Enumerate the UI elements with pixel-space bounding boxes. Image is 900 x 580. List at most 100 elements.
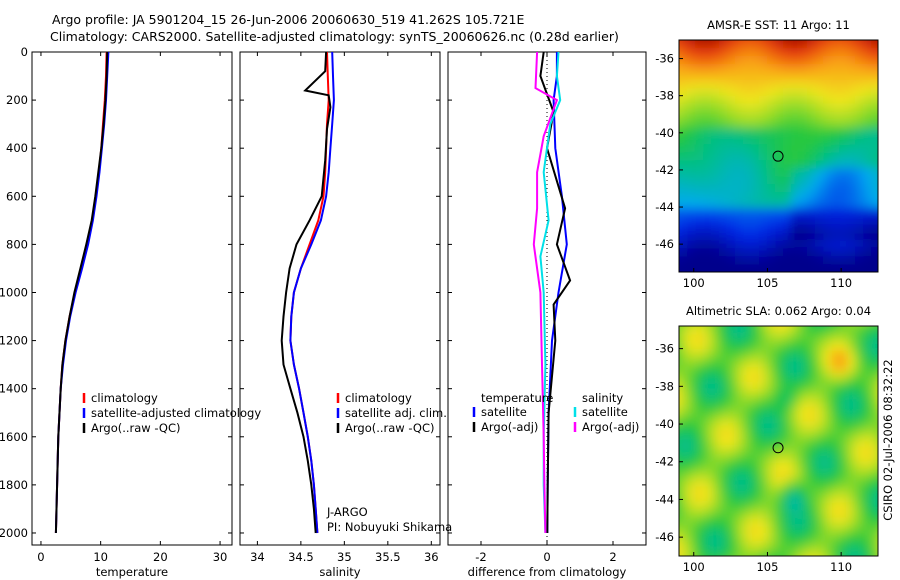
map-cell xyxy=(831,184,840,193)
map-cell xyxy=(815,88,824,97)
map-cell xyxy=(735,120,744,129)
map-cell xyxy=(791,88,800,97)
map-cell xyxy=(711,80,720,89)
map-cell xyxy=(743,216,752,225)
map-cell xyxy=(855,470,864,479)
map-y-tick-label: -42 xyxy=(655,163,674,177)
map-cell xyxy=(783,542,792,551)
map-cell xyxy=(695,494,704,503)
map-cell xyxy=(783,136,792,145)
map-cell xyxy=(767,176,776,185)
map-cell xyxy=(711,128,720,137)
map-cell xyxy=(815,406,824,415)
map-cell xyxy=(855,208,864,217)
map-cell xyxy=(695,550,704,556)
map-cell xyxy=(855,224,864,233)
map-cell xyxy=(711,390,720,399)
map-cell xyxy=(751,168,760,177)
map-cell xyxy=(815,256,824,265)
map-cell xyxy=(695,232,704,241)
map-cell xyxy=(687,534,696,543)
map-cell xyxy=(799,494,808,503)
map-cell xyxy=(751,526,760,535)
map-cell xyxy=(863,502,872,511)
map-cell xyxy=(815,454,824,463)
map-cell xyxy=(767,526,776,535)
map-cell xyxy=(687,184,696,193)
map-cell xyxy=(759,72,768,81)
map-cell xyxy=(839,526,848,535)
map-cell xyxy=(703,550,712,556)
map-cell xyxy=(863,80,872,89)
map-cell xyxy=(727,550,736,556)
map-cell xyxy=(775,192,784,201)
map-cell xyxy=(711,526,720,535)
map-cell xyxy=(687,24,696,33)
x-tick-label: 35 xyxy=(337,550,352,564)
map-cell xyxy=(711,398,720,407)
map-cell xyxy=(767,88,776,97)
map-cell xyxy=(871,542,878,551)
legend-header-salinity: salinity xyxy=(582,391,623,405)
map-cell xyxy=(735,350,744,359)
map-cell xyxy=(679,248,688,257)
map-cell xyxy=(799,334,808,343)
map-cell xyxy=(871,446,878,455)
map-y-tick-label: -36 xyxy=(655,342,674,356)
map-cell xyxy=(703,176,712,185)
map-cell xyxy=(863,144,872,153)
map-cell xyxy=(767,390,776,399)
map-cell xyxy=(879,526,888,535)
series-group xyxy=(532,52,572,534)
map-cell xyxy=(727,390,736,399)
map-cell xyxy=(783,112,792,121)
map-cell xyxy=(687,192,696,201)
map-cell xyxy=(823,438,832,447)
map-cell xyxy=(687,104,696,113)
y-tick-label: 1600 xyxy=(0,430,28,444)
map-cell xyxy=(735,486,744,495)
map-cell xyxy=(711,192,720,201)
map-cell xyxy=(815,40,824,49)
map-cell xyxy=(775,462,784,471)
map-cell xyxy=(743,470,752,479)
map-cell xyxy=(703,216,712,225)
map-cell xyxy=(799,326,808,335)
map-cell xyxy=(783,430,792,439)
map-cell xyxy=(759,486,768,495)
map-cell xyxy=(799,264,808,272)
map-cell xyxy=(767,72,776,81)
map-cell xyxy=(887,566,896,575)
map-cell xyxy=(839,40,848,49)
map-cell xyxy=(823,64,832,73)
map-cell xyxy=(839,240,848,249)
map-cell xyxy=(839,366,848,375)
map-cell xyxy=(743,342,752,351)
map-cell xyxy=(703,112,712,121)
map-cell xyxy=(823,104,832,113)
map-cell xyxy=(799,184,808,193)
map-cell xyxy=(839,248,848,257)
map-cell xyxy=(831,160,840,169)
map-cell xyxy=(695,192,704,201)
map-cell xyxy=(663,318,672,327)
map-cell xyxy=(791,152,800,161)
map-cell xyxy=(807,558,816,567)
map-cell xyxy=(687,414,696,423)
map-cell xyxy=(799,342,808,351)
map-cell xyxy=(783,478,792,487)
map-cell xyxy=(879,72,888,81)
map-cell xyxy=(871,558,880,567)
map-cell xyxy=(735,406,744,415)
map-cell xyxy=(679,240,688,249)
map-cell xyxy=(879,550,888,559)
map-cell xyxy=(839,168,848,177)
map-cell xyxy=(743,518,752,527)
map-cell xyxy=(751,144,760,153)
map-cell xyxy=(839,422,848,431)
map-cell xyxy=(719,454,728,463)
map-cell xyxy=(775,64,784,73)
map-cell xyxy=(775,184,784,193)
map-cell xyxy=(727,326,736,335)
map-cell xyxy=(887,120,896,129)
